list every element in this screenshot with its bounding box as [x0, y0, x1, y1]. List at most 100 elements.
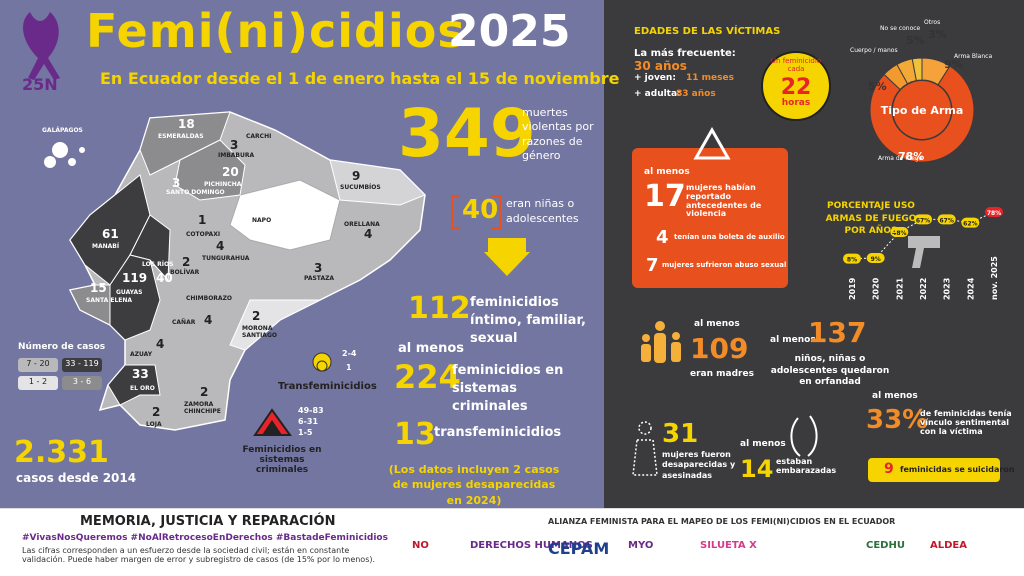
legend-title: Transfeminicidios — [278, 381, 377, 392]
clock-text: Un feminicidio cada — [770, 57, 822, 73]
logo: ALDEA — [930, 540, 967, 551]
legend-item: 1-5 — [298, 428, 313, 437]
province-name: COTOPAXI — [186, 231, 221, 238]
stat-number: 349 — [398, 95, 536, 172]
arrow — [488, 238, 526, 252]
title-year: 2025 — [448, 6, 571, 57]
province-count: 119 — [122, 271, 148, 285]
violence-box — [632, 148, 788, 288]
stat-number: 137 — [808, 316, 867, 349]
note: (Los datos incluyen 2 casos de mujeres d… — [388, 463, 560, 507]
suicide-box — [868, 458, 1000, 482]
province-name: LOS RÍOS — [142, 261, 174, 268]
stat-text: estaban embarazadas — [776, 457, 837, 475]
country-outline — [68, 111, 426, 431]
missing-head — [638, 421, 652, 435]
legend-item: 33 - 119 — [65, 359, 99, 368]
map — [44, 111, 426, 431]
province-name: ORELLANA — [344, 221, 380, 228]
stat-text: feminicidas se suicidaron — [900, 465, 1015, 474]
province-name: IMBABURA — [218, 152, 255, 159]
child-head — [672, 332, 680, 340]
footer-title: MEMORIA, JUSTICIA Y REPARACIÓN — [80, 514, 336, 529]
legend-item: 2-4 — [342, 349, 357, 358]
box-text: mujeres habían reportado antecedentes de… — [686, 183, 762, 219]
legend-item: 7 - 20 — [26, 359, 50, 368]
province-count: 18 — [178, 117, 195, 131]
province-name: SANTA ELENA — [86, 297, 133, 304]
province-count: 3 — [230, 138, 239, 152]
ribbon-icon — [23, 12, 60, 80]
legend-item: 1 - 2 — [28, 377, 48, 386]
logo: CEDHU — [866, 540, 905, 551]
stat-prefix: al menos — [770, 335, 816, 345]
legend-item: 49-83 — [298, 406, 324, 415]
province-count: 2 — [252, 309, 261, 323]
province-count: 2 — [200, 385, 209, 399]
footer-panel — [0, 508, 1024, 576]
stat-prefix: al menos — [398, 341, 465, 356]
stat-text: de feminicidas tenía vínculo sentimental… — [920, 409, 1012, 436]
province-count: 61 — [102, 227, 119, 241]
stat-prefix: al menos — [872, 391, 918, 401]
section-title: EDADES DE LAS VÍCTIMAS — [634, 26, 781, 37]
stat-prefix: al menos — [740, 439, 786, 449]
stat-text: muertes violentas por razones de género — [522, 106, 594, 162]
mothers-icon — [641, 321, 681, 363]
province-count: 9 — [352, 169, 361, 183]
stat-text: eran niñas o adolescentes — [506, 197, 579, 226]
legend-item: 1 — [346, 363, 352, 372]
stat-text: niños, niñas o adolescentes quedaron en … — [770, 354, 890, 388]
subtitle: En Ecuador desde el 1 de enero hasta el … — [100, 69, 620, 88]
province-name: LOJA — [146, 421, 162, 428]
province-count: 2 — [182, 255, 191, 269]
disclaimer: Las cifras corresponden a un esfuerzo de… — [22, 546, 376, 564]
missing-icon — [632, 421, 658, 476]
province-name: GALÁPAGOS — [42, 127, 83, 134]
clock-unit: horas — [781, 98, 811, 108]
province-name: EL ORO — [130, 385, 155, 392]
stat-number: 33% — [866, 405, 929, 435]
province-name: MORONA SANTIAGO — [242, 325, 277, 339]
ages-text: + joven: — [634, 73, 676, 83]
province-name: AZUAY — [130, 351, 153, 358]
legend-swatch — [18, 358, 58, 372]
province-count: 3 — [172, 176, 181, 190]
province-count: 4 — [216, 239, 225, 253]
hashtags: #VivasNosQueremos #NoAlRetrocesoEnDerech… — [22, 533, 388, 543]
stat-number: 109 — [690, 332, 749, 365]
trans-icon — [316, 360, 328, 372]
bracket — [451, 195, 501, 229]
province-count: 3 — [314, 261, 323, 275]
stat-text: casos desde 2014 — [16, 471, 137, 485]
province-name: SANTO DOMINGO — [166, 189, 225, 196]
alliance-title: ALIANZA FEMINISTA PARA EL MAPEO DE LOS F… — [548, 517, 896, 526]
province-name: MANABÍ — [92, 243, 120, 250]
province-name: NAPO — [252, 217, 272, 224]
province-count: 4 — [156, 337, 165, 351]
island — [68, 158, 76, 166]
province-count: 4 — [364, 227, 373, 241]
province-name: ZAMORA CHINCHIPE — [184, 401, 221, 415]
clock — [761, 51, 831, 121]
ages-text: La más frecuente: — [634, 48, 736, 59]
stat-number: 14 — [740, 455, 774, 483]
clock-number: 22 — [780, 75, 812, 100]
box-number: 17 — [644, 179, 686, 214]
province-name: TUNGURAHUA — [202, 255, 250, 262]
box-text: mujeres sufrieron abuso sexual — [662, 261, 787, 269]
province-name: BOLÍVAR — [170, 269, 200, 276]
child-body — [641, 344, 651, 362]
province-count: 15 — [90, 281, 107, 295]
stat-text: transfeminicidios — [434, 425, 562, 440]
legend-title: Feminicidios en sistemas criminales — [242, 445, 322, 475]
stat-text: feminicidios íntimo, familiar, sexual — [470, 295, 586, 347]
province-shape — [329, 159, 426, 206]
box-number: 7 — [646, 255, 659, 276]
logo: NO — [412, 540, 429, 551]
province-name: CARCHI — [246, 133, 272, 140]
box-text: tenían una boleta de auxilio — [674, 233, 785, 241]
logo: CEPAM — [548, 539, 610, 558]
child-head — [642, 334, 650, 342]
